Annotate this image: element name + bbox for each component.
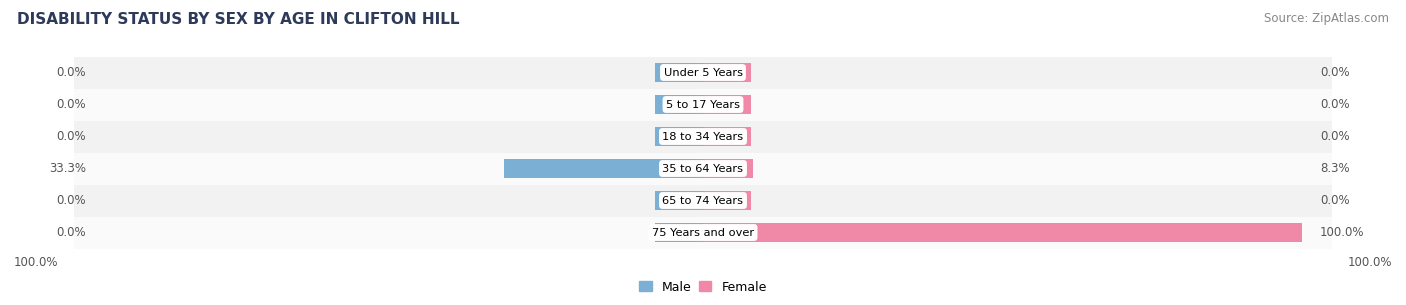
Text: 18 to 34 Years: 18 to 34 Years	[662, 131, 744, 142]
Text: 0.0%: 0.0%	[56, 194, 86, 207]
Text: 0.0%: 0.0%	[56, 130, 86, 143]
Text: 0.0%: 0.0%	[1320, 66, 1350, 79]
Bar	[75, 185, 1331, 217]
Legend: Male, Female: Male, Female	[634, 275, 772, 299]
Text: 0.0%: 0.0%	[56, 226, 86, 239]
Bar	[655, 95, 703, 114]
Text: Source: ZipAtlas.com: Source: ZipAtlas.com	[1264, 12, 1389, 25]
Bar	[75, 88, 1331, 120]
Bar	[75, 152, 1331, 185]
Text: 100.0%: 100.0%	[1320, 226, 1365, 239]
Text: 0.0%: 0.0%	[1320, 130, 1350, 143]
Text: 75 Years and over: 75 Years and over	[652, 228, 754, 238]
Bar	[655, 191, 703, 210]
Bar	[703, 95, 751, 114]
Bar	[75, 120, 1331, 152]
Bar	[655, 223, 703, 242]
Text: 0.0%: 0.0%	[56, 66, 86, 79]
Bar	[703, 191, 751, 210]
Bar	[703, 127, 751, 146]
Text: 0.0%: 0.0%	[56, 98, 86, 111]
Text: 100.0%: 100.0%	[1347, 257, 1392, 270]
Text: 0.0%: 0.0%	[1320, 98, 1350, 111]
Text: 35 to 64 Years: 35 to 64 Years	[662, 163, 744, 174]
Text: 33.3%: 33.3%	[49, 162, 86, 175]
Bar	[655, 63, 703, 82]
Bar	[703, 63, 751, 82]
Text: 65 to 74 Years: 65 to 74 Years	[662, 196, 744, 206]
Text: 0.0%: 0.0%	[1320, 194, 1350, 207]
Bar	[703, 159, 752, 178]
Bar	[655, 127, 703, 146]
Text: Under 5 Years: Under 5 Years	[664, 67, 742, 77]
Bar	[75, 56, 1331, 88]
Bar	[503, 159, 703, 178]
Text: 8.3%: 8.3%	[1320, 162, 1350, 175]
Text: 5 to 17 Years: 5 to 17 Years	[666, 99, 740, 109]
Text: 100.0%: 100.0%	[14, 257, 59, 270]
Bar	[703, 223, 1302, 242]
Bar	[75, 217, 1331, 249]
Text: DISABILITY STATUS BY SEX BY AGE IN CLIFTON HILL: DISABILITY STATUS BY SEX BY AGE IN CLIFT…	[17, 12, 460, 27]
